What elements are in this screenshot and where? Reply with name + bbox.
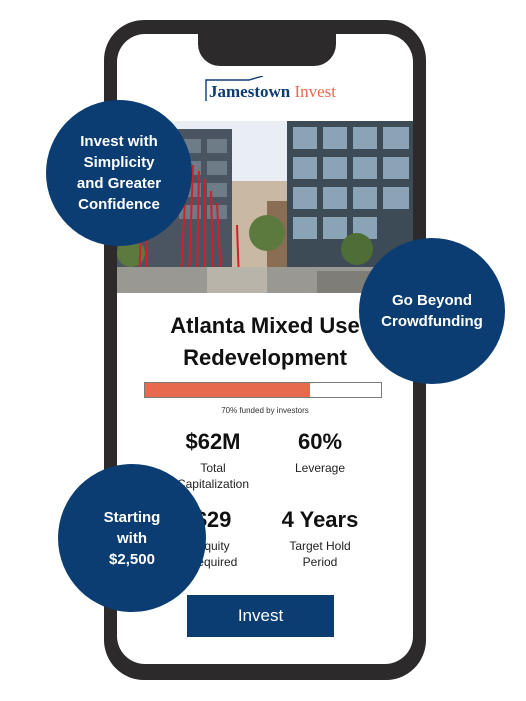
stat-label-line1: Target Hold xyxy=(289,539,351,553)
brand-product: Invest xyxy=(294,82,337,101)
stat-value: 60% xyxy=(297,429,343,454)
jamestown-invest-logo: Jamestown Invest xyxy=(205,76,336,104)
invest-button[interactable]: Invest xyxy=(187,595,334,637)
stat-total-capitalization: $62M Total Capitalization xyxy=(163,428,263,492)
stat-label-line1: Total xyxy=(200,461,226,475)
stat-value: $62M xyxy=(185,429,241,454)
callout-line: $2,500 xyxy=(109,550,155,568)
callout-line: with xyxy=(116,529,147,547)
property-title-line2: Redevelopment xyxy=(183,345,347,370)
callout-line: Invest with xyxy=(80,133,158,150)
callout-line: and Greater xyxy=(76,175,162,192)
callout-line: Simplicity xyxy=(83,154,155,171)
callout-crowdfunding: Go Beyond Crowdfunding xyxy=(359,238,505,384)
callout-line: Starting xyxy=(103,508,161,526)
callout-starting-amount: Starting with $2,500 xyxy=(58,464,206,612)
property-title-line1: Atlanta Mixed Use xyxy=(170,313,360,338)
funded-status-text: 70% funded by investors xyxy=(221,406,309,415)
property-title: Atlanta Mixed Use Redevelopment xyxy=(117,310,413,374)
stat-value: 4 Years xyxy=(281,507,359,532)
stat-target-hold-period: 4 Years Target Hold Period xyxy=(268,506,372,570)
brand-name: Jamestown xyxy=(209,82,291,101)
callout-line: Go Beyond xyxy=(391,292,472,309)
callout-line: Crowdfunding xyxy=(381,313,483,330)
stat-label-line2: Period xyxy=(302,555,338,569)
funding-progress-bar xyxy=(144,382,382,398)
phone-notch xyxy=(198,20,336,66)
stat-label-line2: Capitalization xyxy=(176,477,250,491)
logo-outline-icon xyxy=(205,76,264,101)
funding-progress-fill xyxy=(145,383,311,397)
callout-line: Confidence xyxy=(78,196,160,213)
stat-label-line1: Leverage xyxy=(294,461,346,475)
callout-simplicity: Invest with Simplicity and Greater Confi… xyxy=(46,100,192,246)
stat-leverage: 60% Leverage xyxy=(270,428,370,476)
